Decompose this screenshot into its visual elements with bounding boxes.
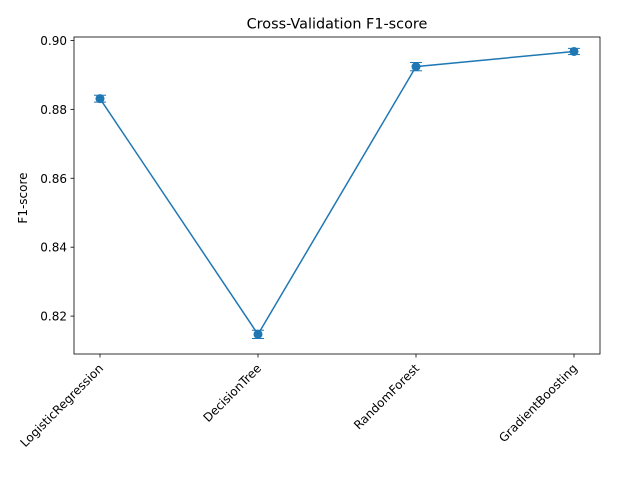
y-tick-label: 0.90 [40, 34, 67, 48]
series-line [99, 50, 575, 336]
y-tick-label: 0.86 [40, 172, 67, 186]
x-tick-label: LogisticRegression [18, 361, 107, 450]
x-tick-label: DecisionTree [200, 361, 264, 425]
y-tick-label: 0.88 [40, 103, 67, 117]
y-axis-label: F1-score [16, 172, 30, 223]
y-tick-label: 0.82 [40, 310, 67, 324]
data-point [253, 329, 263, 339]
y-tick-label: 0.84 [40, 241, 67, 255]
axes-frame [73, 36, 601, 355]
x-tick-label: RandomForest [351, 361, 422, 432]
chart-title: Cross-Validation F1-score [247, 17, 428, 33]
x-tick-label: GradientBoosting [496, 361, 580, 445]
data-point [569, 46, 579, 56]
data-point [95, 94, 105, 104]
data-point [411, 62, 421, 72]
plot-area: 0.82 0.84 0.86 0.88 0.90 LogisticRegression De… [18, 34, 601, 450]
